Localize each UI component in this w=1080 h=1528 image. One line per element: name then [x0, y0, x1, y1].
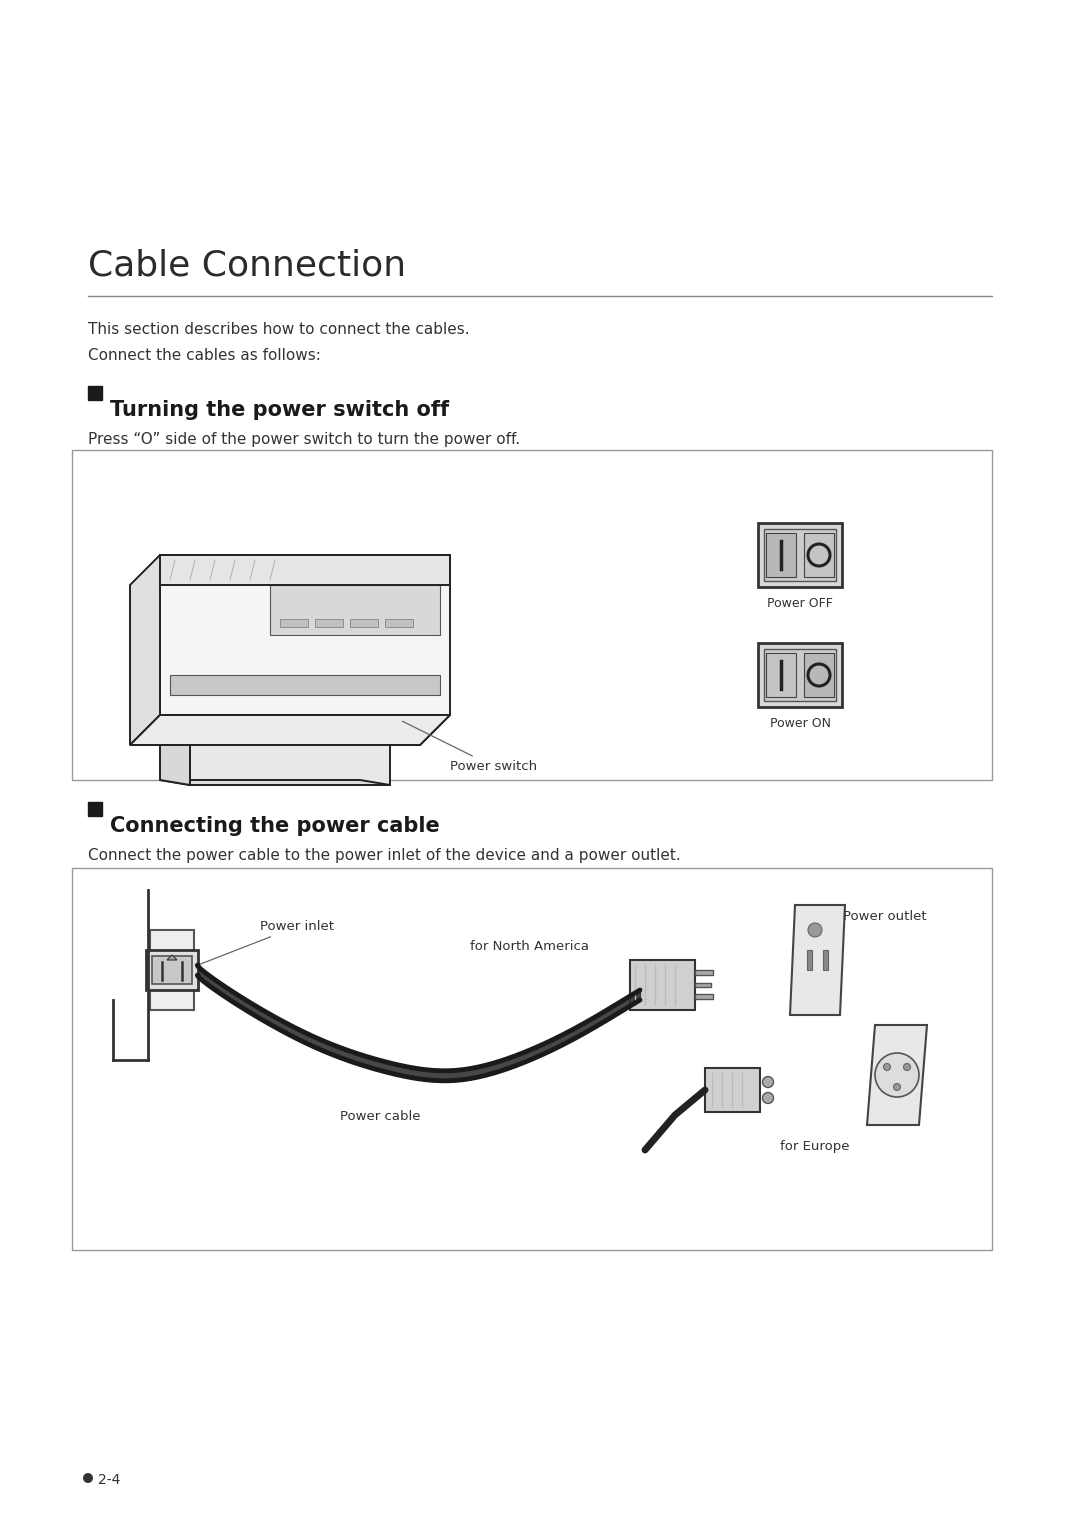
Text: This section describes how to connect the cables.: This section describes how to connect th… — [87, 322, 470, 338]
Bar — [280, 619, 308, 626]
Text: Power switch: Power switch — [403, 721, 537, 773]
Text: for Europe: for Europe — [780, 1140, 850, 1154]
Bar — [807, 950, 812, 970]
Bar — [764, 529, 836, 581]
Circle shape — [83, 1473, 93, 1484]
Polygon shape — [630, 960, 696, 1010]
Text: Power inlet: Power inlet — [201, 920, 334, 964]
Text: Power cable: Power cable — [340, 1109, 420, 1123]
Circle shape — [762, 1077, 773, 1088]
Polygon shape — [170, 675, 440, 695]
Bar — [146, 950, 198, 990]
Text: Power ON: Power ON — [769, 717, 831, 730]
Bar — [758, 643, 842, 707]
Polygon shape — [167, 955, 177, 960]
Bar — [72, 451, 993, 779]
Bar — [804, 533, 834, 578]
Circle shape — [883, 1063, 891, 1071]
Polygon shape — [160, 555, 450, 715]
Bar — [87, 387, 102, 400]
Circle shape — [904, 1063, 910, 1071]
Text: Connect the cables as follows:: Connect the cables as follows: — [87, 348, 321, 364]
Polygon shape — [130, 555, 160, 746]
Bar — [384, 619, 413, 626]
Bar — [758, 523, 842, 587]
Polygon shape — [705, 1068, 760, 1112]
Bar — [766, 652, 796, 697]
Bar — [696, 970, 713, 975]
Bar — [150, 931, 194, 1010]
Bar — [696, 995, 713, 999]
Text: Power OFF: Power OFF — [767, 597, 833, 610]
Text: Power outlet: Power outlet — [843, 911, 927, 923]
Text: 2-4: 2-4 — [98, 1473, 120, 1487]
Bar — [350, 619, 378, 626]
Text: Cable Connection: Cable Connection — [87, 248, 406, 283]
Polygon shape — [160, 746, 190, 785]
Text: Turning the power switch off: Turning the power switch off — [110, 400, 449, 420]
Polygon shape — [160, 779, 390, 785]
Circle shape — [875, 1053, 919, 1097]
Polygon shape — [270, 585, 440, 636]
Bar — [87, 802, 102, 816]
Bar — [72, 868, 993, 1250]
Bar — [696, 983, 711, 987]
Text: Connecting the power cable: Connecting the power cable — [110, 816, 440, 836]
Text: for North America: for North America — [471, 940, 590, 953]
Polygon shape — [130, 715, 450, 746]
Text: Press “O” side of the power switch to turn the power off.: Press “O” side of the power switch to tu… — [87, 432, 521, 448]
Bar — [804, 652, 834, 697]
Polygon shape — [190, 746, 390, 785]
Bar — [823, 950, 828, 970]
Polygon shape — [789, 905, 845, 1015]
Text: Connect the power cable to the power inlet of the device and a power outlet.: Connect the power cable to the power inl… — [87, 848, 680, 863]
Bar — [766, 533, 796, 578]
Bar — [152, 957, 192, 984]
Circle shape — [893, 1083, 901, 1091]
Circle shape — [808, 923, 822, 937]
Circle shape — [762, 1093, 773, 1103]
Polygon shape — [867, 1025, 927, 1125]
Polygon shape — [160, 555, 450, 585]
Bar — [764, 649, 836, 701]
Polygon shape — [130, 715, 450, 746]
Bar — [315, 619, 343, 626]
